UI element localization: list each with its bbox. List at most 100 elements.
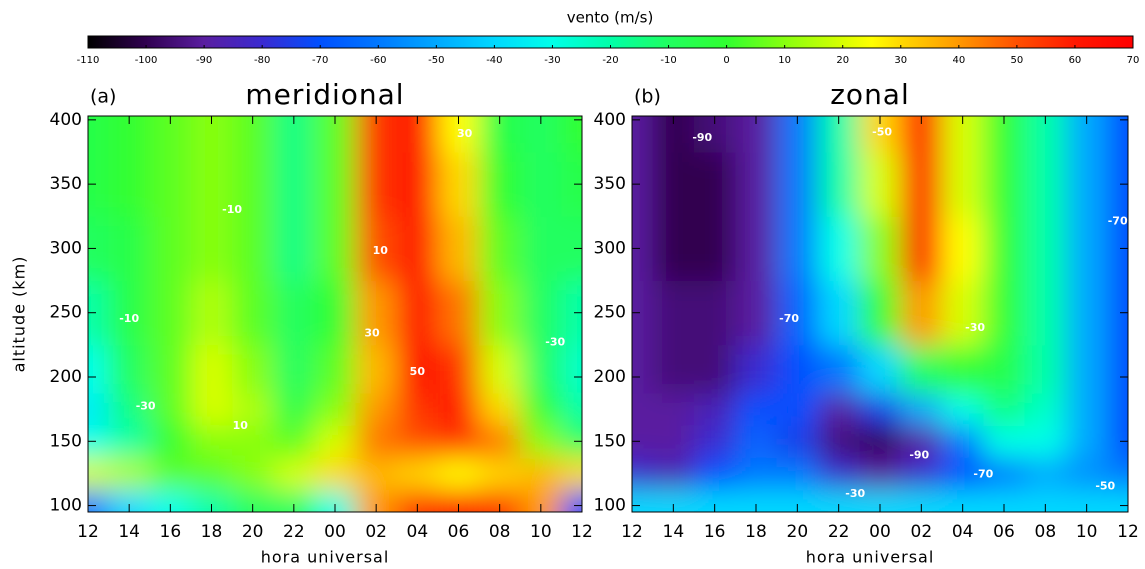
heat-cell: [735, 457, 778, 490]
heat-cell: [1107, 116, 1128, 153]
heat-cell: [694, 280, 736, 346]
x-tick-label: 14: [118, 522, 140, 542]
heat-cell: [859, 344, 902, 394]
heat-cell: [735, 216, 778, 282]
heat-cell: [1066, 152, 1108, 217]
heat-cell: [776, 457, 819, 490]
heat-cell: [437, 489, 480, 512]
x-tick-label: 12: [77, 522, 99, 542]
heat-cell: [1107, 344, 1128, 394]
x-tick-label: 22: [828, 522, 850, 542]
contour-label: -30: [136, 400, 156, 413]
heat-cell: [983, 393, 1026, 426]
heat-cell: [632, 425, 654, 458]
heat-cell: [479, 457, 521, 490]
x-tick-label: 12: [621, 522, 643, 542]
heat-cell: [1066, 425, 1108, 458]
heat-cell: [942, 116, 984, 153]
contour-label: 30: [364, 326, 380, 339]
heat-cell: [561, 280, 582, 346]
x-tick-label: 16: [704, 522, 726, 542]
heat-cell: [520, 425, 562, 458]
heat-cell: [942, 425, 984, 458]
heat-cell: [108, 152, 151, 217]
heat-cell: [818, 425, 860, 458]
heat-cell: [776, 116, 819, 153]
y-tick-label: 250: [594, 303, 626, 323]
heat-cell: [396, 280, 439, 346]
heat-cell: [520, 116, 562, 153]
contour-label: 10: [373, 244, 389, 257]
heat-cell: [314, 457, 357, 490]
y-tick-label: 350: [594, 174, 626, 194]
heat-cell: [900, 344, 943, 394]
heat-cell: [396, 152, 439, 217]
heat-cell: [437, 216, 480, 282]
contour-label: -10: [222, 203, 242, 216]
heat-cell: [859, 489, 902, 512]
heat-cell: [632, 152, 654, 217]
x-tick-label: 06: [448, 522, 470, 542]
heat-cell: [232, 216, 274, 282]
heat-cell: [355, 489, 398, 512]
heat-cell: [900, 425, 943, 458]
heat-cell: [149, 116, 192, 153]
heat-cell: [776, 152, 819, 217]
heat-cell: [314, 489, 357, 512]
heat-cell: [273, 457, 315, 490]
contour-label: -90: [909, 448, 929, 461]
heat-cell: [652, 489, 695, 512]
heat-cell: [273, 489, 315, 512]
heat-cell: [88, 116, 110, 153]
colorbar-tick-label: -90: [196, 55, 212, 66]
heat-cell: [632, 393, 654, 426]
y-tick-label: 200: [50, 367, 82, 387]
heat-cell: [1066, 489, 1108, 512]
heat-cell: [437, 457, 480, 490]
y-tick-label: 250: [50, 303, 82, 323]
heat-cell: [1024, 344, 1067, 394]
heat-cell: [942, 152, 984, 217]
x-tick-label: 02: [365, 522, 387, 542]
heat-cell: [900, 152, 943, 217]
heat-cell: [190, 489, 233, 512]
heat-cell: [561, 152, 582, 217]
heat-cell: [652, 152, 695, 217]
y-axis-label: altitude (km): [10, 256, 29, 373]
heat-cell: [520, 393, 562, 426]
colorbar-tick-label: -60: [370, 55, 386, 66]
heat-cell: [652, 216, 695, 282]
y-tick-label: 400: [50, 110, 82, 130]
heatmap-cells: [632, 116, 1128, 512]
heat-cell: [776, 216, 819, 282]
heat-cell: [190, 116, 233, 153]
colorbar-tick-label: 20: [836, 55, 849, 66]
x-tick-label: 20: [787, 522, 809, 542]
colorbar-tick-label: -50: [428, 55, 444, 66]
heat-cell: [355, 425, 398, 458]
heat-cell: [983, 489, 1026, 512]
heat-cell: [818, 152, 860, 217]
colorbar-tick-label: 40: [952, 55, 965, 66]
heat-cell: [355, 216, 398, 282]
heat-cell: [520, 457, 562, 490]
heat-cell: [983, 457, 1026, 490]
heat-cell: [149, 280, 192, 346]
heat-cell: [983, 280, 1026, 346]
heat-cell: [561, 457, 582, 490]
heat-cell: [190, 393, 233, 426]
colorbar-tick-label: -110: [77, 55, 100, 66]
heat-cell: [479, 393, 521, 426]
contour-label: -30: [965, 321, 985, 334]
heat-cell: [88, 393, 110, 426]
heat-cell: [983, 344, 1026, 394]
heat-cell: [652, 393, 695, 426]
heat-cell: [561, 393, 582, 426]
heat-cell: [108, 344, 151, 394]
x-tick-label: 00: [869, 522, 891, 542]
heat-cell: [396, 425, 439, 458]
heat-cell: [190, 457, 233, 490]
heat-cell: [859, 280, 902, 346]
heat-cell: [942, 489, 984, 512]
heat-cell: [355, 344, 398, 394]
